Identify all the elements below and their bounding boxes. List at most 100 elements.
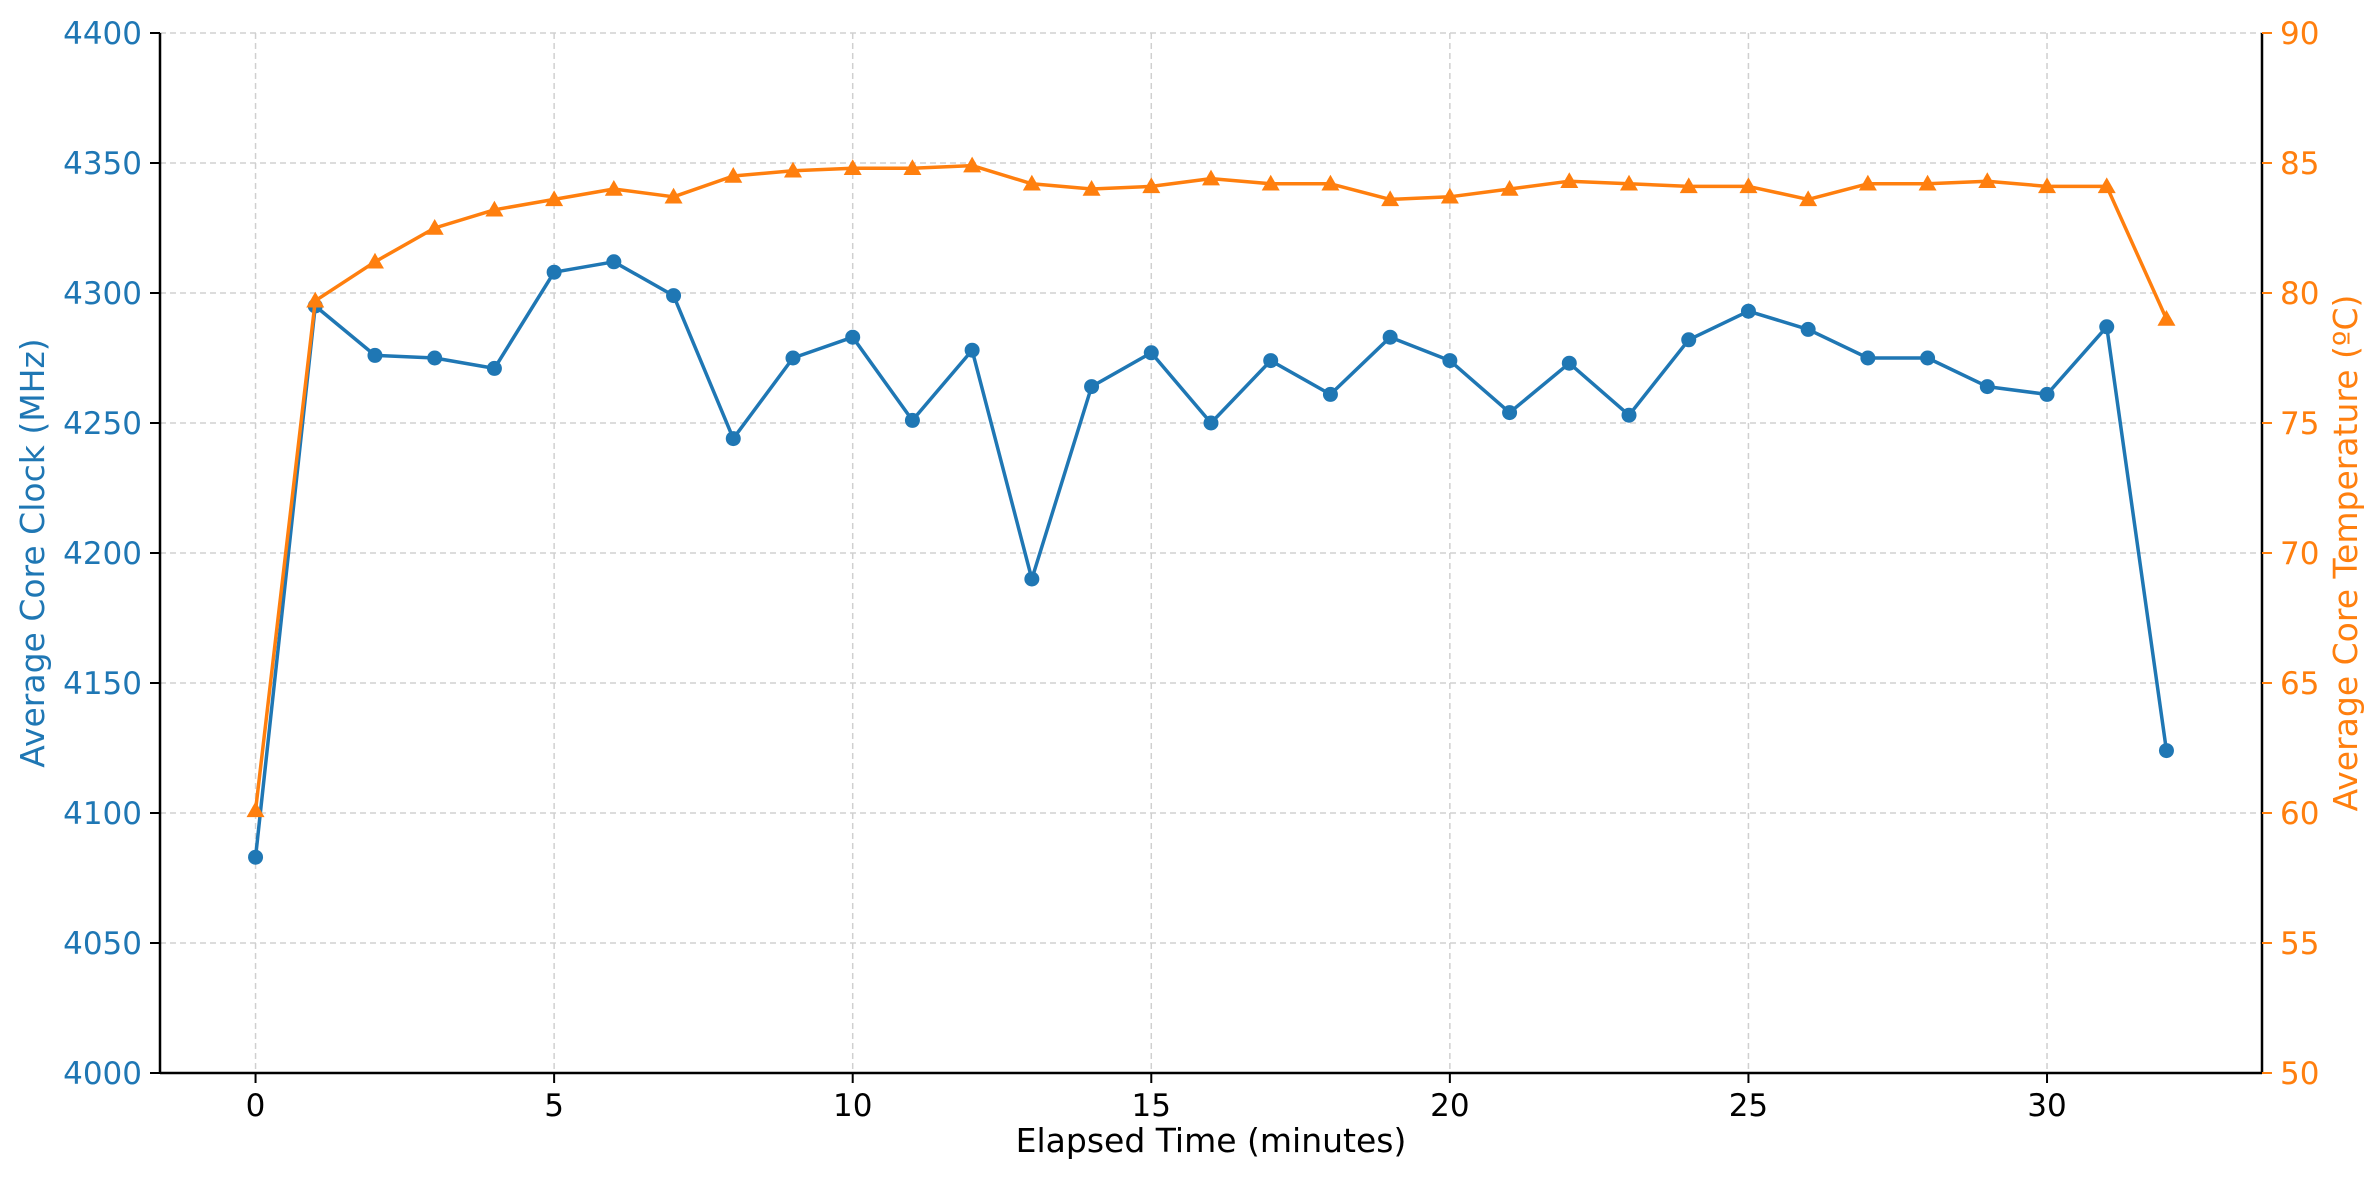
left-y-tick-label: 4150: [63, 666, 142, 702]
clock-series: [248, 254, 2174, 865]
right-y-tick-label: 50: [2280, 1056, 2319, 1092]
clock-line: [253, 260, 2169, 858]
clock-point: [606, 254, 622, 270]
clock-point: [785, 350, 801, 366]
left-y-tick-label: 4400: [63, 16, 142, 52]
temperature-point: [1858, 174, 1877, 191]
temperature-point: [1261, 174, 1280, 191]
temperature-point: [1978, 172, 1997, 188]
temperature-point: [843, 159, 862, 175]
temperature-point: [1620, 174, 1639, 191]
clock-point: [486, 360, 502, 376]
temperature-point: [2097, 177, 2116, 194]
left-y-tick-label: 4300: [63, 276, 142, 312]
clock-point: [1979, 379, 1995, 395]
x-tick-label: 25: [1729, 1088, 1768, 1124]
x-axis-label: Elapsed Time (minutes): [1016, 1121, 1407, 1160]
left-y-tick-label: 4100: [63, 796, 142, 832]
clock-point: [2099, 319, 2115, 335]
ticks: 0 5 10 15 20 25 30 4000 4050 4100 4150 4200 4250 4300…: [63, 16, 2319, 1124]
temperature-point: [1799, 190, 1818, 207]
temperature-point: [306, 291, 325, 308]
left-y-tick-label: 4000: [63, 1056, 142, 1092]
temperature-point: [365, 252, 384, 269]
x-tick-label: 15: [1132, 1088, 1171, 1124]
temperature-point: [783, 161, 802, 178]
temperature-point: [485, 200, 504, 217]
clock-point: [1143, 345, 1159, 361]
gridlines: [160, 32, 2262, 1074]
left-y-tick-label: 4250: [63, 406, 142, 442]
right-y-tick-label: 65: [2280, 666, 2319, 702]
right-y-axis-label: Average Core Temperature (ºC): [2326, 295, 2365, 812]
clock-point: [248, 849, 264, 865]
clock-point: [1621, 407, 1637, 423]
left-y-tick-label: 4050: [63, 926, 142, 962]
temperature-point: [545, 190, 564, 207]
clock-point: [666, 288, 682, 304]
clock-point: [1740, 303, 1756, 319]
x-tick-label: 0: [246, 1088, 266, 1124]
x-tick-label: 20: [1430, 1088, 1469, 1124]
right-y-tick-label: 80: [2280, 276, 2319, 312]
clock-point: [1024, 571, 1040, 587]
clock-point: [1382, 329, 1398, 345]
x-tick-label: 5: [544, 1088, 564, 1124]
temperature-point: [1500, 180, 1519, 196]
right-y-tick-label: 90: [2280, 16, 2319, 52]
series-layer: [246, 156, 2176, 865]
temperature-point: [425, 219, 444, 235]
clock-point: [1322, 386, 1338, 402]
temperature-point: [1918, 174, 1937, 191]
temperature-point: [1381, 190, 1400, 207]
temperature-point: [246, 801, 265, 818]
clock-point: [1263, 353, 1279, 369]
clock-point: [964, 342, 980, 358]
clock-point: [1681, 332, 1697, 348]
temperature-point: [2157, 310, 2176, 326]
clock-point: [546, 264, 562, 280]
temperature-point: [1082, 180, 1101, 196]
temperature-point: [1202, 169, 1220, 186]
clock-point: [427, 350, 443, 366]
temperature-point: [1321, 174, 1340, 191]
temperature-point: [724, 167, 743, 183]
temperature-point: [1560, 172, 1579, 188]
clock-point: [1084, 379, 1100, 395]
temperature-point: [963, 156, 982, 173]
x-tick-label: 30: [2027, 1088, 2066, 1124]
temperature-point: [1142, 177, 1161, 194]
clock-point: [725, 431, 741, 447]
right-y-tick-label: 70: [2280, 536, 2319, 572]
clock-point: [845, 329, 861, 345]
temperature-point: [1440, 187, 1459, 204]
left-y-axis-label: Average Core Clock (MHz): [13, 338, 52, 767]
right-y-tick-label: 55: [2280, 926, 2319, 962]
x-tick-label: 10: [833, 1088, 872, 1124]
temperature-line: [253, 163, 2169, 811]
temperature-point: [2038, 177, 2057, 194]
right-y-tick-label: 60: [2280, 796, 2319, 832]
left-y-tick-label: 4350: [63, 146, 142, 182]
clock-point: [904, 412, 920, 428]
clock-point: [2158, 743, 2174, 759]
temperature-point: [903, 159, 922, 175]
clock-point: [1442, 353, 1458, 369]
temperature-series: [246, 156, 2176, 818]
temperature-point: [604, 180, 623, 196]
right-y-tick-label: 85: [2280, 146, 2319, 182]
left-y-tick-label: 4200: [63, 536, 142, 572]
clock-point: [367, 347, 383, 363]
clock-point: [1860, 350, 1876, 366]
temperature-point: [1022, 174, 1041, 191]
clock-point: [1920, 350, 1936, 366]
temperature-point: [664, 187, 683, 204]
clock-point: [1203, 415, 1219, 431]
temperature-point: [1739, 177, 1758, 194]
right-y-tick-label: 75: [2280, 406, 2319, 442]
clock-point: [1800, 321, 1816, 337]
clock-point: [2039, 386, 2055, 402]
clock-point: [1502, 405, 1518, 421]
